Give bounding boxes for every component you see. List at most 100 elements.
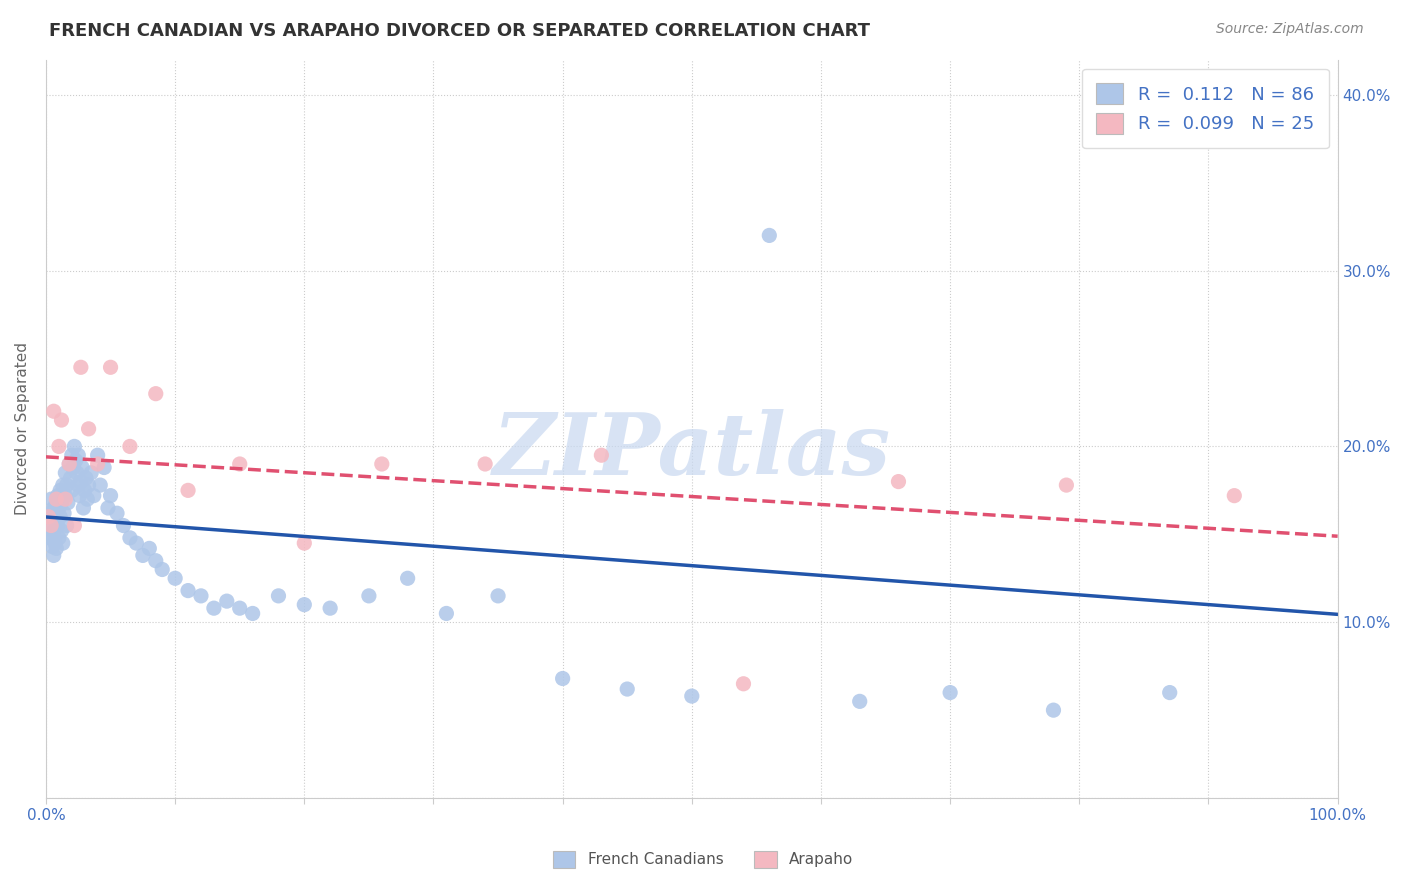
Point [72, 500, 94, 515]
Point [118, 531, 141, 545]
Point [53, 492, 76, 507]
Point [105, 506, 128, 520]
Point [758, 228, 780, 243]
Point [45, 541, 67, 556]
Point [60, 448, 83, 462]
Point [39, 527, 62, 541]
Point [1054, 478, 1077, 492]
Y-axis label: Divorced or Separated: Divorced or Separated [15, 343, 30, 516]
Point [58, 457, 80, 471]
Point [39, 518, 62, 533]
Point [83, 489, 105, 503]
Point [66, 466, 89, 480]
Point [63, 518, 86, 533]
Text: Source: ZipAtlas.com: Source: ZipAtlas.com [1216, 22, 1364, 37]
Point [319, 601, 342, 615]
Point [228, 457, 250, 471]
Point [474, 457, 496, 471]
Point [80, 466, 103, 480]
Point [48, 500, 70, 515]
Point [1223, 489, 1246, 503]
Point [371, 457, 394, 471]
Point [86, 457, 108, 471]
Point [67, 478, 90, 492]
Point [48, 439, 70, 453]
Point [45, 492, 67, 507]
Point [125, 536, 148, 550]
Point [396, 571, 419, 585]
Point [44, 513, 66, 527]
Point [69, 489, 91, 503]
Point [51, 413, 73, 427]
Point [39, 492, 62, 507]
Point [51, 524, 73, 538]
Point [38, 531, 60, 545]
Point [228, 601, 250, 615]
Point [58, 457, 80, 471]
Point [46, 489, 69, 503]
Point [939, 685, 962, 699]
Point [177, 483, 200, 498]
Point [62, 460, 84, 475]
Point [59, 471, 82, 485]
Point [434, 607, 457, 621]
Point [45, 496, 67, 510]
Point [89, 478, 111, 492]
Point [60, 483, 83, 498]
Point [65, 453, 87, 467]
Point [177, 583, 200, 598]
Point [42, 549, 65, 563]
Point [887, 475, 910, 489]
Point [70, 360, 93, 375]
Point [616, 681, 638, 696]
Point [52, 536, 75, 550]
Point [55, 478, 77, 492]
Point [591, 448, 613, 462]
Point [49, 483, 72, 498]
Point [42, 404, 65, 418]
Point [38, 506, 60, 520]
Point [848, 694, 870, 708]
Point [145, 386, 167, 401]
Legend: R =  0.112   N = 86, R =  0.099   N = 25: R = 0.112 N = 86, R = 0.099 N = 25 [1083, 69, 1329, 148]
Point [42, 524, 65, 538]
Point [733, 677, 755, 691]
Point [100, 360, 122, 375]
Point [292, 598, 315, 612]
Point [1275, 132, 1298, 146]
Point [118, 439, 141, 453]
Point [56, 496, 79, 510]
Point [138, 541, 160, 556]
Point [70, 475, 93, 489]
Point [41, 509, 63, 524]
Point [93, 460, 115, 475]
Point [75, 471, 97, 485]
Point [1042, 703, 1064, 717]
Point [551, 672, 574, 686]
Point [41, 540, 63, 554]
Point [486, 589, 509, 603]
Point [267, 589, 290, 603]
Point [44, 536, 66, 550]
Point [150, 562, 173, 576]
Text: FRENCH CANADIAN VS ARAPAHO DIVORCED OR SEPARATED CORRELATION CHART: FRENCH CANADIAN VS ARAPAHO DIVORCED OR S… [49, 22, 870, 40]
Point [53, 466, 76, 480]
Point [53, 489, 76, 503]
Point [67, 448, 90, 462]
Point [1159, 685, 1181, 699]
Point [100, 489, 122, 503]
Point [70, 460, 93, 475]
Point [76, 492, 98, 507]
Point [77, 422, 100, 436]
Point [215, 594, 238, 608]
Point [38, 509, 60, 524]
Point [48, 531, 70, 545]
Point [97, 500, 120, 515]
Point [202, 601, 225, 615]
Legend: French Canadians, Arapaho: French Canadians, Arapaho [540, 838, 866, 880]
Point [242, 607, 264, 621]
Point [73, 483, 96, 498]
Point [132, 549, 155, 563]
Point [165, 571, 187, 585]
Point [38, 518, 60, 533]
